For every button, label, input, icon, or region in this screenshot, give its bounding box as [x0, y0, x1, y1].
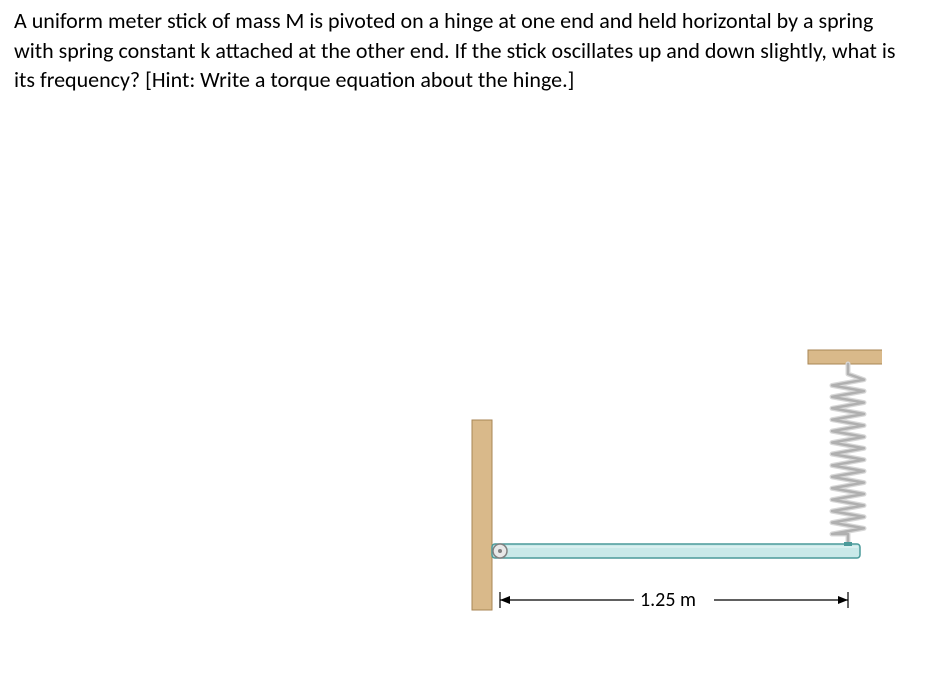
physics-diagram: 1.25 m	[452, 290, 882, 660]
dimension-label: 1.25 m	[640, 588, 696, 612]
problem-statement: A uniform meter stick of mass M is pivot…	[14, 6, 914, 95]
